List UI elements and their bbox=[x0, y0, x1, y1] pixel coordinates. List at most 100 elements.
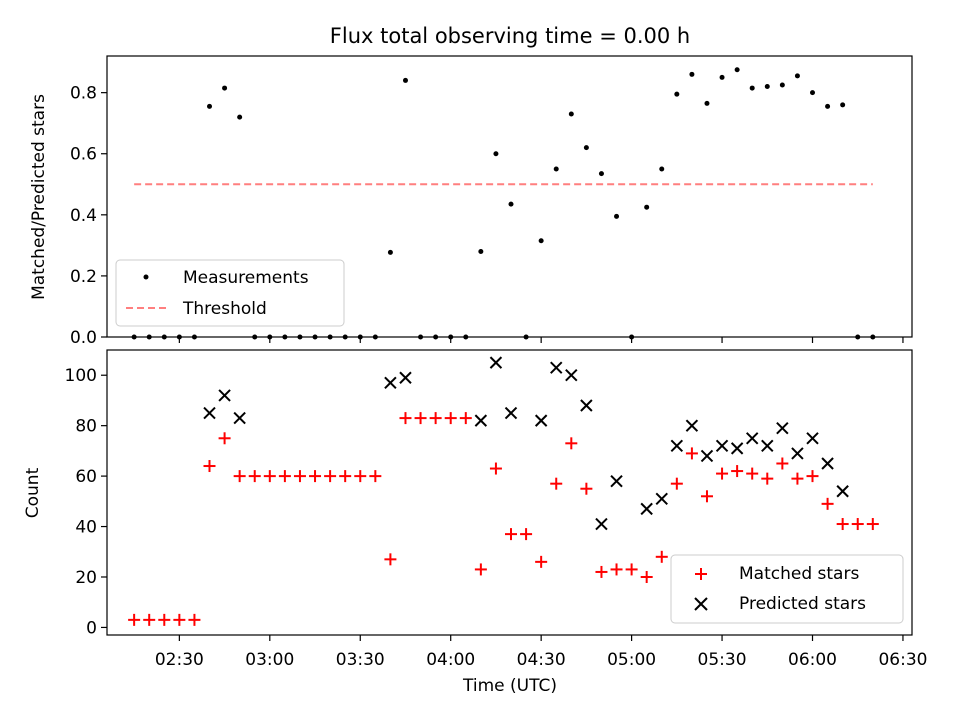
matched-star-point bbox=[746, 467, 759, 480]
measurement-point bbox=[207, 103, 213, 109]
bottom-plot-frame bbox=[106, 349, 913, 636]
matched-star-point bbox=[791, 472, 804, 485]
predicted-star-point bbox=[595, 517, 608, 531]
measurement-point bbox=[493, 151, 499, 157]
predicted-star-point bbox=[761, 439, 774, 453]
predicted-star-point bbox=[203, 406, 216, 420]
legend-predicted-marker bbox=[694, 597, 708, 611]
matched-star-point bbox=[233, 470, 246, 483]
matched-star-point bbox=[158, 613, 171, 626]
matched-star-point bbox=[339, 470, 352, 483]
measurement-point bbox=[734, 67, 740, 73]
matched-star-point bbox=[143, 613, 156, 626]
matched-star-point bbox=[610, 563, 623, 576]
predicted-star-point bbox=[640, 502, 653, 516]
predicted-star-point bbox=[791, 447, 804, 460]
measurement-point bbox=[764, 84, 770, 90]
measurement-point bbox=[402, 77, 408, 83]
matched-star-point bbox=[293, 470, 306, 483]
matched-star-point bbox=[444, 412, 457, 425]
matched-star-point bbox=[685, 447, 698, 460]
predicted-star-point bbox=[776, 421, 789, 435]
measurement-point bbox=[568, 111, 574, 117]
matched-star-point bbox=[399, 412, 412, 425]
top-y-tick-label: 0.4 bbox=[70, 206, 97, 226]
bottom-y-tick-label: 40 bbox=[75, 518, 97, 538]
predicted-star-point bbox=[655, 492, 668, 506]
predicted-star-point bbox=[836, 485, 849, 498]
matched-star-point bbox=[263, 470, 276, 483]
matched-star-point bbox=[655, 550, 668, 563]
measurement-point bbox=[689, 71, 695, 77]
matched-star-point bbox=[580, 482, 593, 495]
x-tick-label: 05:00 bbox=[607, 650, 656, 670]
predicted-star-point bbox=[218, 389, 231, 402]
predicted-star-point bbox=[821, 457, 834, 470]
matched-star-point bbox=[535, 555, 548, 568]
figure-title: Flux total observing time = 0.00 h bbox=[330, 24, 690, 48]
measurement-point bbox=[794, 73, 800, 79]
measurement-point bbox=[237, 114, 243, 120]
matched-star-point bbox=[520, 528, 533, 541]
measurement-point bbox=[704, 100, 710, 106]
measurement-point bbox=[779, 82, 785, 88]
matched-star-point bbox=[731, 465, 744, 478]
top-y-tick-label: 0.6 bbox=[70, 145, 97, 165]
predicted-star-point bbox=[700, 449, 714, 463]
matched-star-point bbox=[429, 412, 442, 425]
bottom-y-tick-label: 80 bbox=[75, 417, 97, 437]
measurement-point bbox=[508, 201, 514, 207]
bottom-y-tick-label: 60 bbox=[75, 467, 97, 487]
bottom-y-tick-label: 100 bbox=[65, 366, 97, 386]
x-axis-label: Time (UTC) bbox=[462, 676, 557, 696]
measurement-point bbox=[222, 85, 228, 91]
predicted-star-point bbox=[233, 411, 246, 425]
matched-star-point bbox=[218, 432, 231, 445]
x-tick-label: 05:30 bbox=[698, 650, 747, 670]
predicted-star-point bbox=[806, 432, 819, 445]
x-tick-label: 03:30 bbox=[336, 650, 385, 670]
predicted-star-point bbox=[474, 414, 488, 427]
measurement-point bbox=[553, 166, 559, 172]
matched-star-point bbox=[640, 570, 653, 583]
matched-star-point bbox=[866, 518, 879, 531]
matched-star-point bbox=[278, 470, 291, 483]
matched-star-point bbox=[776, 457, 789, 470]
x-tick-label: 03:00 bbox=[245, 650, 294, 670]
matched-star-point bbox=[459, 412, 472, 425]
matched-star-point bbox=[806, 470, 819, 483]
predicted-star-point bbox=[730, 442, 744, 455]
matched-star-point bbox=[761, 472, 774, 485]
matched-star-point bbox=[716, 467, 729, 480]
matched-star-point bbox=[369, 470, 382, 483]
predicted-star-point bbox=[534, 414, 548, 427]
bottom-panel: 0 20 40 60 80 100 02:30 03:00 03:30 04:00 04:30 05… bbox=[23, 349, 927, 696]
measurement-point bbox=[825, 103, 831, 109]
measurement-point bbox=[583, 145, 589, 151]
matched-star-point bbox=[565, 437, 578, 450]
bottom-y-tick-label: 20 bbox=[75, 568, 97, 588]
measurement-point bbox=[719, 74, 725, 80]
bottom-y-tick-label: 0 bbox=[86, 618, 97, 638]
matched-star-point bbox=[324, 470, 337, 483]
measurement-point bbox=[538, 238, 544, 244]
top-y-tick-label: 0.2 bbox=[70, 267, 97, 287]
predicted-star-point bbox=[550, 361, 563, 374]
matched-star-point bbox=[384, 553, 397, 566]
matched-star-point bbox=[700, 490, 713, 503]
matched-star-point bbox=[188, 613, 201, 626]
predicted-star-point bbox=[745, 432, 759, 445]
measurement-point bbox=[644, 204, 650, 210]
x-tick-label: 02:30 bbox=[155, 650, 204, 670]
matched-star-point bbox=[128, 613, 141, 626]
legend-measurements-marker bbox=[143, 274, 149, 280]
measurement-point bbox=[659, 166, 665, 172]
bottom-y-axis-label: Count bbox=[23, 467, 43, 518]
predicted-star-point bbox=[384, 376, 397, 389]
measurement-point bbox=[810, 90, 816, 96]
x-tick-label: 06:30 bbox=[878, 650, 927, 670]
measurement-point bbox=[674, 91, 680, 97]
measurement-point bbox=[387, 249, 393, 255]
bottom-legend: Matched stars Predicted stars bbox=[670, 554, 904, 624]
predicted-star-point bbox=[489, 356, 503, 369]
